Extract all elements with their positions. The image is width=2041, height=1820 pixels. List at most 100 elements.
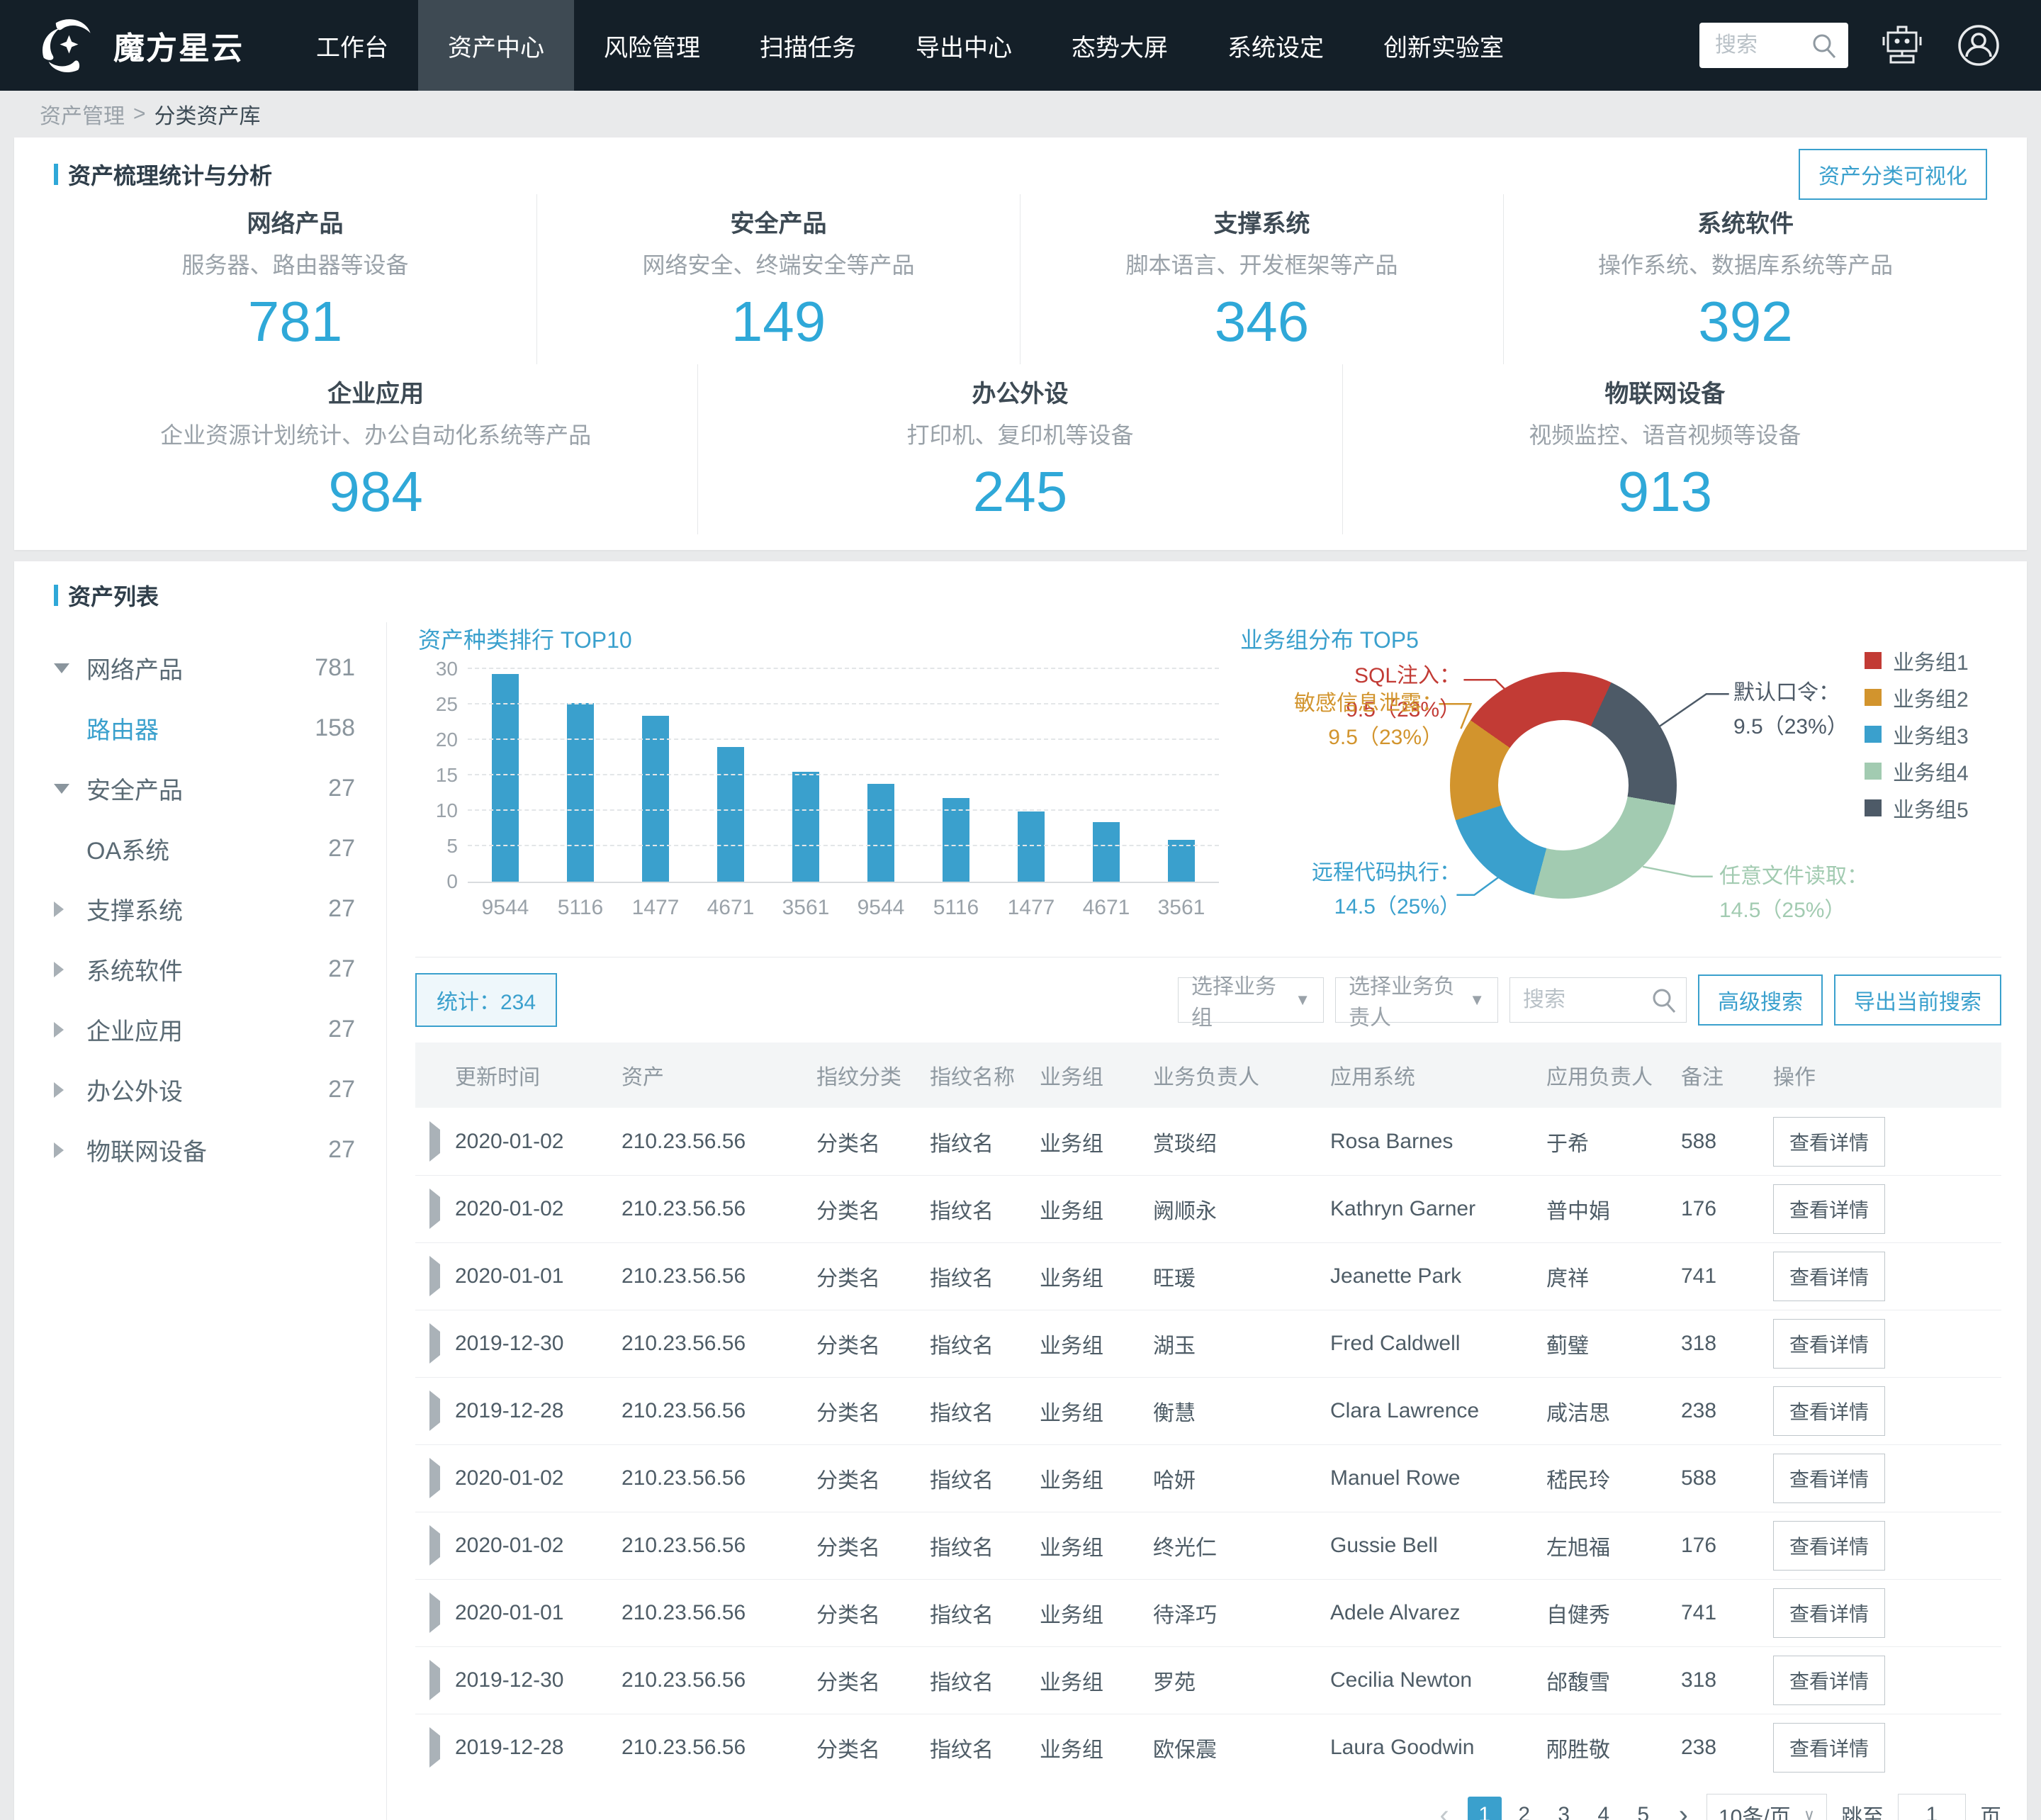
table-row: 2019-12-30 210.23.56.56 分类名 指纹名 业务组 湖玉 Fred Ca… xyxy=(415,1310,2001,1377)
tree-item-iot-devices[interactable]: 物联网设备 27 xyxy=(54,1120,386,1180)
advanced-search-button[interactable]: 高级搜索 xyxy=(1698,974,1823,1026)
x-axis-label: 3561 xyxy=(782,896,830,919)
row-expand-icon[interactable] xyxy=(429,1189,440,1229)
cell-date: 2020-01-02 xyxy=(455,1466,564,1490)
legend-item-3[interactable]: 业务组3 xyxy=(1865,716,1969,753)
view-detail-button[interactable]: 查看详情 xyxy=(1773,1521,1886,1571)
row-expand-icon[interactable] xyxy=(429,1256,440,1296)
tree-item-count: 27 xyxy=(328,1076,355,1103)
nav-item-system-settings[interactable]: 系统设定 xyxy=(1227,34,1324,62)
page-number-2[interactable]: 2 xyxy=(1518,1803,1531,1820)
legend-item-2[interactable]: 业务组2 xyxy=(1865,679,1969,716)
nav-item-innovation-lab[interactable]: 创新实验室 xyxy=(1383,34,1504,62)
nav-search-input[interactable] xyxy=(1699,23,1848,68)
tree-item-count: 27 xyxy=(328,1136,355,1163)
cell-group_owner: 阙顺永 xyxy=(1153,1200,1217,1223)
bar xyxy=(618,670,693,882)
cell-group: 业务组 xyxy=(1040,1604,1103,1627)
row-expand-icon[interactable] xyxy=(429,1120,440,1162)
nav-item-risk-management[interactable]: 风险管理 xyxy=(604,34,700,62)
tree-item-office-peripherals[interactable]: 办公外设 27 xyxy=(54,1060,386,1120)
tree-item-system-software[interactable]: 系统软件 27 xyxy=(54,939,386,999)
table-search-input[interactable] xyxy=(1509,977,1687,1023)
row-expand-icon[interactable] xyxy=(429,1727,440,1768)
x-axis-label: 9544 xyxy=(857,896,905,919)
next-page-icon[interactable]: › xyxy=(1678,1799,1688,1820)
cell-group_owner: 待泽巧 xyxy=(1153,1604,1217,1627)
nav-items: 工作台 资产中心 风险管理 扫描任务 导出中心 态势大屏 系统设定 创新实验室 xyxy=(286,0,1534,91)
tree-item-network-products[interactable]: 网络产品 781 xyxy=(54,638,386,698)
page-number-3[interactable]: 3 xyxy=(1558,1803,1570,1820)
page-number-5[interactable]: 5 xyxy=(1637,1803,1650,1820)
tree-caret-icon xyxy=(54,783,86,794)
nav-item-export-center[interactable]: 导出中心 xyxy=(916,34,1012,62)
robot-assistant-icon[interactable] xyxy=(1879,23,1925,68)
galaxy-logo-icon xyxy=(43,19,91,73)
view-detail-button[interactable]: 查看详情 xyxy=(1773,1319,1886,1369)
cell-group: 业务组 xyxy=(1040,1132,1103,1156)
table-body: 2020-01-02 210.23.56.56 分类名 指纹名 业务组 赏琰绍 Rosa B… xyxy=(415,1108,2001,1781)
row-expand-icon[interactable] xyxy=(429,1525,440,1566)
view-detail-button[interactable]: 查看详情 xyxy=(1773,1723,1886,1773)
tree-item-router[interactable]: 路由器 158 xyxy=(54,698,386,758)
tree-item-enterprise-apps[interactable]: 企业应用 27 xyxy=(54,999,386,1060)
row-expand-icon[interactable] xyxy=(429,1660,440,1700)
search-icon[interactable] xyxy=(1650,986,1678,1014)
legend-label: 业务组4 xyxy=(1893,762,1969,785)
user-avatar-icon[interactable] xyxy=(1956,23,2001,68)
expand-cell xyxy=(415,1391,455,1431)
tree-item-oa-system[interactable]: OA系统 27 xyxy=(54,819,386,879)
page-number-1[interactable]: 1 xyxy=(1467,1797,1502,1820)
legend-item-5[interactable]: 业务组5 xyxy=(1865,790,1969,826)
row-expand-icon[interactable] xyxy=(429,1592,440,1633)
prev-page-icon[interactable]: ‹ xyxy=(1439,1799,1449,1820)
view-detail-button[interactable]: 查看详情 xyxy=(1773,1116,1886,1167)
view-detail-button[interactable]: 查看详情 xyxy=(1773,1386,1886,1436)
row-expand-icon[interactable] xyxy=(429,1391,440,1431)
tree-item-security-products[interactable]: 安全产品 27 xyxy=(54,758,386,819)
column-header-7: 应用负责人 xyxy=(1546,1066,1653,1089)
table-row: 2020-01-02 210.23.56.56 分类名 指纹名 业务组 终光仁 Gussie… xyxy=(415,1512,2001,1579)
legend-swatch xyxy=(1865,652,1882,669)
brand-logo[interactable]: 魔方星云 xyxy=(0,0,286,91)
legend-swatch xyxy=(1865,763,1882,780)
cell-group_owner: 欧保震 xyxy=(1153,1738,1217,1762)
view-detail-button[interactable]: 查看详情 xyxy=(1773,1656,1886,1705)
stats-row-1: 网络产品 服务器、路由器等设备 781 安全产品 网络安全、终端安全等产品 149 支撑系统… xyxy=(54,194,1987,364)
view-detail-button[interactable]: 查看详情 xyxy=(1773,1588,1886,1638)
cell-fp_class: 分类名 xyxy=(816,1335,880,1358)
view-detail-button[interactable]: 查看详情 xyxy=(1773,1252,1886,1301)
jump-page-input[interactable] xyxy=(1898,1794,1966,1820)
tree-item-support-systems[interactable]: 支撑系统 27 xyxy=(54,879,386,939)
nav-right xyxy=(1699,0,2041,91)
nav-item-workbench[interactable]: 工作台 xyxy=(316,34,388,62)
cell-app_owner: 普中娟 xyxy=(1546,1200,1610,1223)
cell-app_system: Laura Goodwin xyxy=(1330,1736,1475,1759)
stat-card-value: 781 xyxy=(247,290,343,353)
legend-item-4[interactable]: 业务组4 xyxy=(1865,753,1969,790)
view-detail-button[interactable]: 查看详情 xyxy=(1773,1184,1886,1234)
page-number-4[interactable]: 4 xyxy=(1597,1803,1610,1820)
nav-item-situation-screen[interactable]: 态势大屏 xyxy=(1072,34,1168,62)
nav-item-asset-center[interactable]: 资产中心 xyxy=(418,0,574,91)
cell-note: 238 xyxy=(1681,1736,1717,1759)
cell-app_owner: 咸洁思 xyxy=(1546,1402,1610,1425)
asset-visualization-button[interactable]: 资产分类可视化 xyxy=(1799,149,1987,200)
table-row: 2020-01-02 210.23.56.56 分类名 指纹名 业务组 赏琰绍 Rosa B… xyxy=(415,1108,2001,1175)
breadcrumb-parent[interactable]: 资产管理 xyxy=(40,105,125,128)
view-detail-button[interactable]: 查看详情 xyxy=(1773,1454,1886,1503)
cell-fp_class: 分类名 xyxy=(816,1200,880,1223)
cell-group: 业务组 xyxy=(1040,1200,1103,1223)
legend-item-1[interactable]: 业务组1 xyxy=(1865,642,1969,679)
cell-fp_class: 分类名 xyxy=(816,1267,880,1291)
export-search-button[interactable]: 导出当前搜索 xyxy=(1834,974,2001,1026)
search-icon[interactable] xyxy=(1810,31,1838,60)
row-expand-icon[interactable] xyxy=(429,1323,440,1364)
expand-cell xyxy=(415,1592,455,1633)
nav-item-scan-tasks[interactable]: 扫描任务 xyxy=(760,34,856,62)
business-group-select[interactable]: 选择业务组 ▼ xyxy=(1178,975,1324,1030)
business-owner-select[interactable]: 选择业务负责人 ▼ xyxy=(1335,975,1498,1030)
cell-group: 业务组 xyxy=(1040,1469,1103,1493)
row-expand-icon[interactable] xyxy=(429,1458,440,1498)
page-size-select[interactable]: 10条/页 ∨ xyxy=(1707,1794,1827,1820)
